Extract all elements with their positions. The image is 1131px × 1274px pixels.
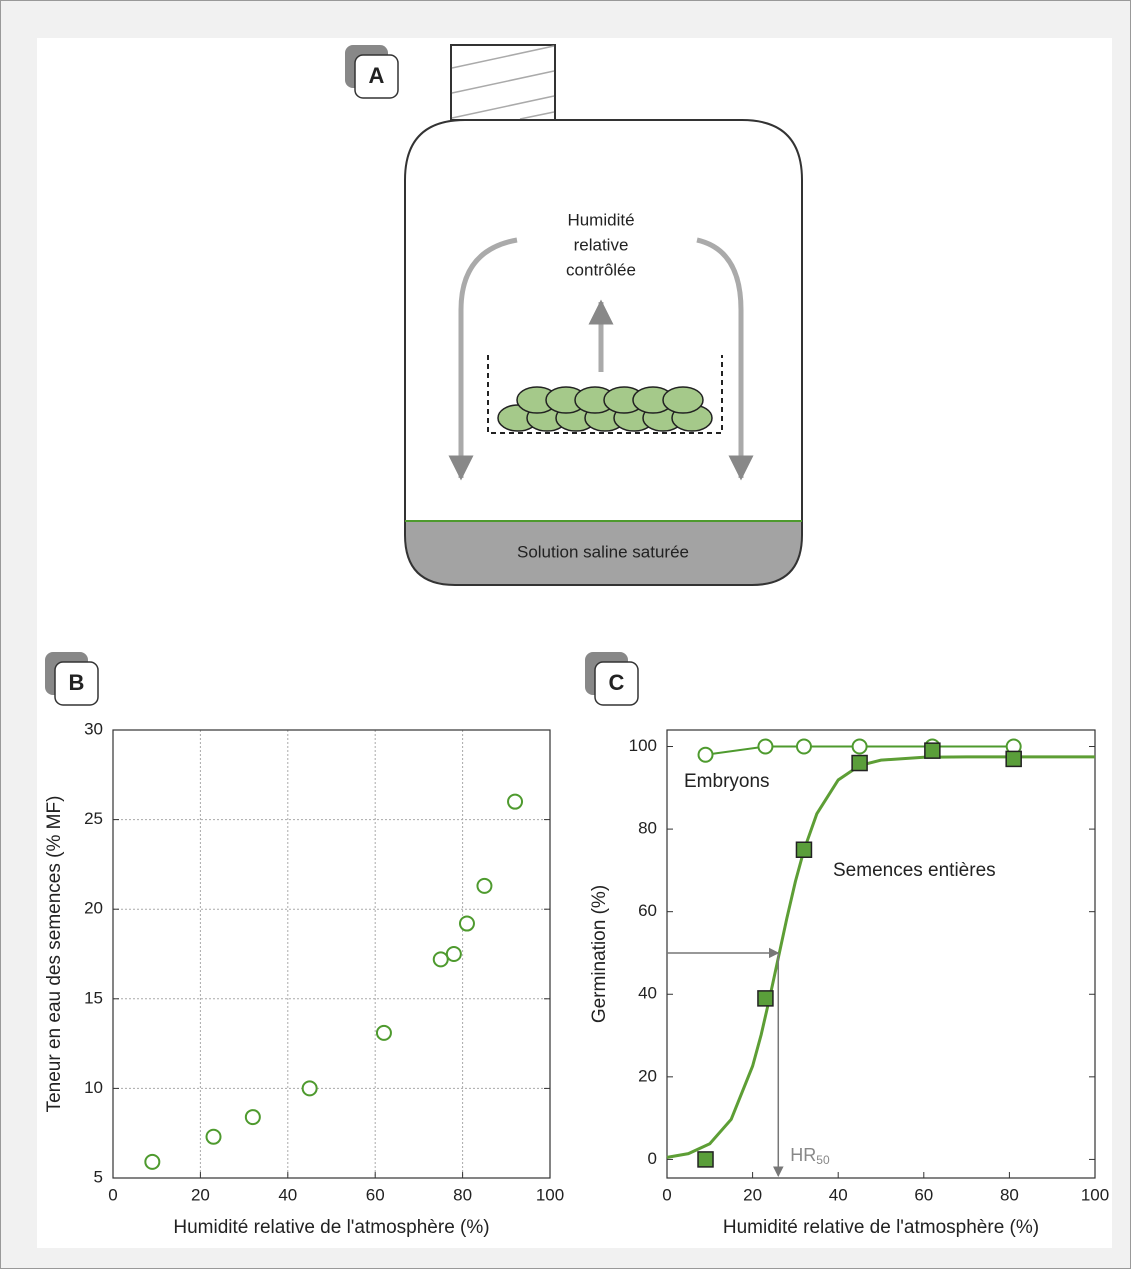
- y-tick-label: 5: [94, 1167, 103, 1186]
- figure: A Solution saline saturée Humidité relat…: [0, 0, 1131, 1269]
- x-tick-label: 100: [536, 1185, 564, 1204]
- point: [925, 743, 940, 758]
- series-name: Embryons: [684, 771, 770, 792]
- point: [758, 740, 772, 754]
- point: [797, 740, 811, 754]
- x-tick-label: 80: [1000, 1185, 1019, 1204]
- series-name: Semences entières: [833, 860, 996, 881]
- point: [852, 756, 867, 771]
- x-tick-label: 40: [829, 1185, 848, 1204]
- point: [246, 1110, 260, 1124]
- point: [508, 795, 522, 809]
- solution-label: Solution saline saturée: [517, 542, 689, 561]
- y-tick-label: 10: [84, 1078, 103, 1097]
- point: [698, 1152, 713, 1167]
- point: [377, 1026, 391, 1040]
- x-tick-label: 60: [914, 1185, 933, 1204]
- x-tick-label: 40: [278, 1185, 297, 1204]
- point: [460, 917, 474, 931]
- y-tick-label: 0: [648, 1149, 657, 1168]
- x-axis-label: Humidité relative de l'atmosphère (%): [723, 1217, 1039, 1238]
- y-tick-label: 80: [638, 819, 657, 838]
- y-tick-label: 15: [84, 988, 103, 1007]
- point: [145, 1155, 159, 1169]
- point: [758, 991, 773, 1006]
- panel-label: C: [609, 670, 625, 695]
- y-tick-label: 100: [629, 736, 657, 755]
- point: [853, 740, 867, 754]
- seeds: [498, 387, 712, 431]
- humidity-label: contrôlée: [566, 260, 636, 279]
- y-tick-label: 20: [84, 899, 103, 918]
- point: [207, 1130, 221, 1144]
- point: [303, 1081, 317, 1095]
- page: A Solution saline saturée Humidité relat…: [0, 0, 1131, 1274]
- x-axis-label: Humidité relative de l'atmosphère (%): [173, 1217, 489, 1238]
- x-tick-label: 0: [108, 1185, 117, 1204]
- x-tick-label: 80: [453, 1185, 472, 1204]
- y-tick-label: 30: [84, 719, 103, 738]
- point: [477, 879, 491, 893]
- x-tick-label: 0: [662, 1185, 671, 1204]
- point: [796, 842, 811, 857]
- y-tick-label: 60: [638, 901, 657, 920]
- x-tick-label: 100: [1081, 1185, 1109, 1204]
- y-axis-label: Germination (%): [589, 885, 610, 1023]
- panel-label: B: [69, 670, 85, 695]
- hr50-text: HR: [790, 1145, 816, 1165]
- point: [447, 947, 461, 961]
- point: [434, 952, 448, 966]
- y-tick-label: 25: [84, 809, 103, 828]
- point: [1006, 751, 1021, 766]
- hr50-subscript: 50: [816, 1153, 830, 1167]
- y-axis-label: Teneur en eau des semences (% MF): [44, 796, 65, 1113]
- y-tick-label: 40: [638, 984, 657, 1003]
- point: [699, 748, 713, 762]
- humidity-label: relative: [574, 235, 629, 254]
- x-tick-label: 60: [366, 1185, 385, 1204]
- y-tick-label: 20: [638, 1066, 657, 1085]
- x-tick-label: 20: [743, 1185, 762, 1204]
- panel-label: A: [369, 63, 385, 88]
- x-tick-label: 20: [191, 1185, 210, 1204]
- humidity-label: Humidité: [567, 210, 634, 229]
